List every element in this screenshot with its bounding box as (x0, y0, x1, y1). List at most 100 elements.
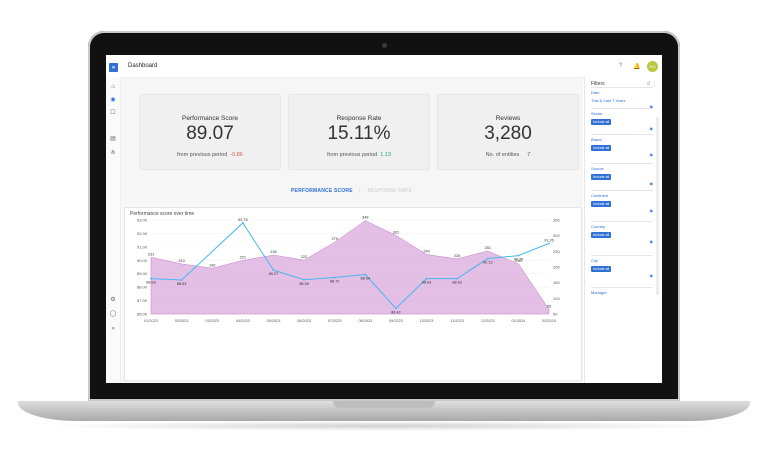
card-sub-text: from previous period (327, 152, 378, 158)
line-point (364, 273, 367, 276)
filters-scrollbar[interactable] (656, 117, 659, 295)
card-sub-text: from previous period (177, 152, 228, 158)
line-data-label: 88.55 (299, 282, 309, 286)
network-icon[interactable]: ⋔ (110, 150, 116, 156)
x-tick: 11/2023 (450, 319, 463, 323)
visibility-icon[interactable]: ◉ (649, 104, 654, 109)
tab-response-rate[interactable]: RESPONSE RATE (367, 188, 413, 194)
card-delta: -0.86 (230, 152, 243, 158)
filter-label: Date (591, 90, 600, 95)
card-sub: from previous period 1.13 (289, 152, 429, 158)
filter-manager[interactable]: Manager (591, 287, 653, 295)
bell-icon[interactable]: 🔔 (633, 64, 641, 70)
y-tick-right: 350 (553, 218, 560, 223)
settings-icon[interactable]: ⚙ (110, 297, 116, 303)
visibility-icon[interactable]: ◉ (649, 126, 654, 131)
include-all-button[interactable]: Include all (591, 145, 612, 151)
filter-label: Brand (591, 137, 602, 142)
x-tick: 01/2024 (512, 319, 526, 323)
performance-chart: Performance score over time 86.00 87.00 88… (124, 207, 582, 381)
card-label: Reviews (495, 115, 521, 122)
expand-icon[interactable]: » (111, 326, 115, 332)
filter-label: Source (591, 166, 604, 171)
filters-header-icons[interactable]: ↺ ⋮ (646, 81, 657, 87)
include-all-button[interactable]: Include all (591, 119, 612, 125)
card-value: 15.11% (327, 123, 391, 144)
x-tick: 05/2023 (267, 319, 281, 323)
y-tick-right: 250 (553, 249, 560, 254)
y-tick-left: 87.00 (137, 298, 148, 303)
filter-source[interactable]: Source Include all ◉ (591, 163, 653, 186)
include-all-button[interactable]: Include all (591, 266, 612, 272)
line-data-label: 90.35 (514, 258, 524, 262)
line-data-label: 91.26 (544, 238, 554, 242)
y-tick-left: 93.00 (137, 218, 148, 223)
filter-date[interactable]: Date This & Last 7 Years ◉ (591, 87, 653, 109)
visibility-icon[interactable]: ◉ (649, 208, 654, 213)
area-data-label: 238 (270, 250, 276, 254)
area-data-label: 301 (393, 230, 399, 234)
visibility-icon[interactable]: ◉ (649, 273, 654, 278)
laptop-shadow (40, 421, 728, 431)
filter-brand[interactable]: Brand Include all ◉ (591, 134, 653, 157)
include-all-button[interactable]: Include all (591, 174, 612, 180)
visibility-icon[interactable]: ◉ (649, 152, 654, 157)
tab-separator: | (358, 188, 360, 194)
filter-sector[interactable]: Sector Include all ◉ (591, 108, 653, 131)
home-icon[interactable]: ⌂ (111, 84, 115, 90)
area-data-label: 231 (148, 252, 154, 256)
chart-tabs: PERFORMANCE SCORE | RESPONSE RATE (291, 188, 412, 194)
card-sub: from previous period -0.86 (140, 152, 280, 158)
card-delta: 7 (527, 152, 531, 158)
filter-label: Continent (591, 193, 609, 198)
y-tick-right: 100 (553, 296, 560, 301)
filter-continent[interactable]: Continent Include all ◉ (591, 190, 653, 213)
visibility-icon[interactable]: ◉ (649, 181, 654, 186)
card-sub-text: No. of entities (485, 152, 520, 158)
x-tick: 01/2023 (144, 319, 158, 323)
area-data-label: 65 (547, 304, 551, 308)
line-data-label: 88.53 (177, 282, 187, 286)
chat-icon[interactable]: ☐ (110, 110, 116, 116)
line-point (517, 254, 520, 257)
avatar[interactable]: RG (647, 61, 658, 72)
filter-label: City (591, 258, 598, 263)
area-data-label: 196 (209, 263, 215, 267)
line-point (150, 277, 152, 280)
card-value: 3,280 (484, 123, 532, 144)
card-sub: No. of entities 7 (438, 152, 578, 158)
dashboard-icon[interactable]: ◉ (110, 97, 116, 103)
line-point (180, 279, 183, 281)
line-point (303, 278, 305, 281)
filter-country[interactable]: Country Include all ◉ (591, 221, 653, 244)
y-tick-right: 200 (553, 265, 560, 270)
help-icon[interactable]: ? (619, 63, 623, 69)
card-label: Performance Score (182, 115, 238, 122)
filter-city[interactable]: City Include all ◉ (591, 255, 653, 278)
y-tick-left: 89.00 (137, 271, 148, 276)
line-point (548, 242, 550, 245)
area-data-label: 210 (178, 259, 184, 263)
building-icon[interactable]: ▤ (110, 136, 116, 142)
filter-value[interactable]: This & Last 7 Years (591, 98, 626, 103)
line-point (395, 307, 397, 310)
line-data-label: 88.72 (330, 279, 340, 283)
top-bar: ▦ Dashboard ? 🔔 RG (106, 55, 662, 78)
x-tick: 06/2023 (297, 319, 311, 323)
app-logo[interactable]: ▦ (109, 63, 118, 72)
area-data-label: 210 (515, 259, 521, 263)
tab-performance-score[interactable]: PERFORMANCE SCORE (291, 188, 353, 194)
response-rate-card: Response Rate 15.11% from previous perio… (288, 94, 430, 170)
line-data-label: 86.42 (391, 310, 401, 314)
x-tick: 08/2023 (358, 319, 372, 323)
include-all-button[interactable]: Include all (591, 232, 612, 238)
user-icon[interactable]: ◯ (109, 311, 117, 317)
visibility-icon[interactable]: ◉ (649, 239, 654, 244)
line-data-label: 92.78 (238, 218, 248, 222)
performance-score-card: Performance Score 89.07 from previous pe… (139, 94, 281, 170)
y-tick-right: 150 (553, 280, 560, 285)
line-data-label: 90.13 (483, 261, 493, 265)
card-delta: 1.13 (380, 152, 391, 158)
filter-label: Manager (591, 290, 607, 295)
include-all-button[interactable]: Include all (591, 201, 612, 207)
